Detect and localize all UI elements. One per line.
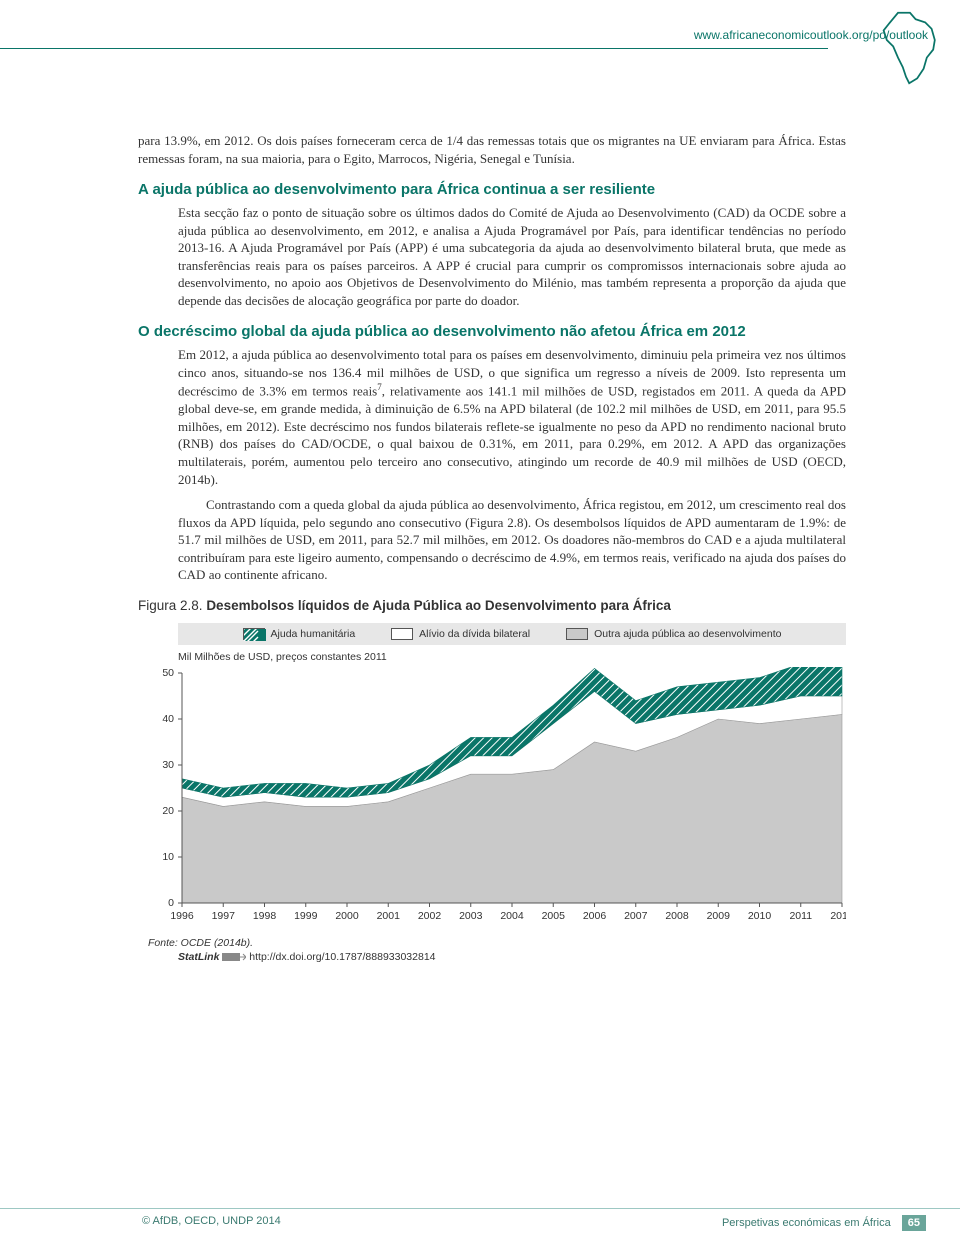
svg-text:10: 10 xyxy=(162,851,174,863)
fonte-text: Fonte: OCDE (2014b). xyxy=(148,937,253,949)
svg-text:2009: 2009 xyxy=(707,910,731,922)
svg-text:2004: 2004 xyxy=(500,910,524,922)
statlink-url[interactable]: http://dx.doi.org/10.1787/888933032814 xyxy=(249,951,435,963)
swatch-white-icon xyxy=(391,628,413,640)
statlink: StatLink http://dx.doi.org/10.1787/88893… xyxy=(178,951,846,963)
figure-title: Figura 2.8. Desembolsos líquidos de Ajud… xyxy=(138,598,846,613)
svg-text:2000: 2000 xyxy=(335,910,359,922)
swatch-grey-icon xyxy=(566,628,588,640)
svg-text:20: 20 xyxy=(162,805,174,817)
svg-text:0: 0 xyxy=(168,897,174,909)
chart-legend: Ajuda humanitária Alívio da dívida bilat… xyxy=(178,623,846,645)
footer-series: Perspetivas económicas em África xyxy=(722,1217,891,1229)
svg-text:2006: 2006 xyxy=(583,910,607,922)
svg-text:40: 40 xyxy=(162,713,174,725)
svg-text:1999: 1999 xyxy=(294,910,318,922)
svg-text:2005: 2005 xyxy=(542,910,566,922)
svg-text:2011: 2011 xyxy=(789,910,812,922)
chart-svg: 0 10 20 30 40 50 1996 1997 1998 1999 2000 2001 2002 2… xyxy=(138,667,846,927)
page-footer: © AfDB, OECD, UNDP 2014 Perspetivas econ… xyxy=(0,1208,960,1228)
legend-alivio: Alívio da dívida bilateral xyxy=(391,628,530,640)
chart-source: Fonte: OCDE (2014b). xyxy=(148,937,846,949)
intro-para: para 13.9%, em 2012. Os dois países forn… xyxy=(138,132,846,167)
heading-resilient: A ajuda pública ao desenvolvimento para … xyxy=(138,181,846,198)
svg-text:1997: 1997 xyxy=(212,910,236,922)
svg-text:2002: 2002 xyxy=(418,910,442,922)
africa-logo-icon xyxy=(866,8,946,88)
header-rule xyxy=(0,48,828,49)
svg-text:2003: 2003 xyxy=(459,910,483,922)
legend-alivio-label: Alívio da dívida bilateral xyxy=(419,628,530,640)
main-content: para 13.9%, em 2012. Os dois países forn… xyxy=(138,132,846,963)
para3b-text: , relativamente aos 141.1 mil milhões de… xyxy=(178,384,846,487)
footer-right: Perspetivas económicas em África 65 xyxy=(722,1215,926,1231)
svg-text:1996: 1996 xyxy=(170,910,194,922)
svg-text:2010: 2010 xyxy=(748,910,772,922)
legend-outra-label: Outra ajuda pública ao desenvolvimento xyxy=(594,628,781,640)
chart-ylabel: Mil Milhões de USD, preços constantes 20… xyxy=(178,651,846,663)
svg-text:50: 50 xyxy=(162,667,174,679)
footer-copyright: © AfDB, OECD, UNDP 2014 xyxy=(142,1215,281,1227)
statlink-icon xyxy=(222,952,246,962)
legend-outra: Outra ajuda pública ao desenvolvimento xyxy=(566,628,781,640)
svg-text:2012: 2012 xyxy=(830,910,846,922)
svg-text:1998: 1998 xyxy=(253,910,277,922)
para-section-intro: Esta secção faz o ponto de situação sobr… xyxy=(178,204,846,309)
chart-figure: Ajuda humanitária Alívio da dívida bilat… xyxy=(138,623,846,927)
page-number: 65 xyxy=(902,1215,926,1231)
para-2012-a: Em 2012, a ajuda pública ao desenvolvime… xyxy=(178,346,846,488)
svg-text:30: 30 xyxy=(162,759,174,771)
svg-text:2001: 2001 xyxy=(377,910,401,922)
svg-text:2007: 2007 xyxy=(624,910,648,922)
fig-title-text: Desembolsos líquidos de Ajuda Pública ao… xyxy=(206,598,671,613)
statlink-label: StatLink xyxy=(178,951,219,963)
para-contrast: Contrastando com a queda global da ajuda… xyxy=(178,496,846,584)
heading-decrescimo: O decréscimo global da ajuda pública ao … xyxy=(138,323,846,340)
svg-text:2008: 2008 xyxy=(665,910,689,922)
legend-humanitaria: Ajuda humanitária xyxy=(243,628,356,640)
legend-humanitaria-label: Ajuda humanitária xyxy=(271,628,356,640)
swatch-hatch-icon xyxy=(243,628,265,640)
fig-prefix: Figura 2.8. xyxy=(138,598,203,613)
